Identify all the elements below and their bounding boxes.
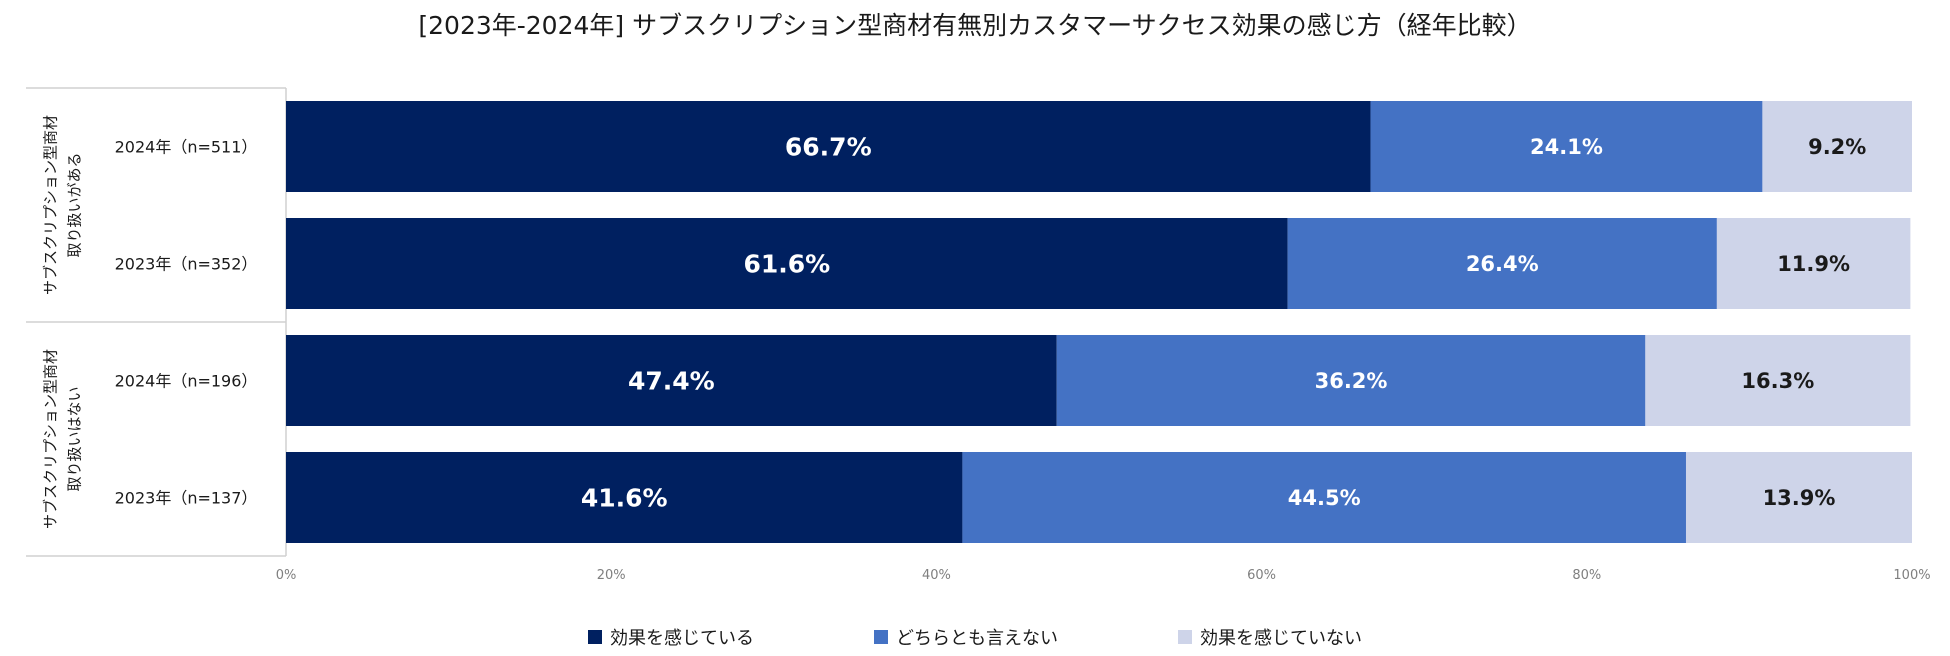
data-label: 13.9%	[1763, 486, 1836, 510]
data-label: 16.3%	[1741, 369, 1814, 393]
group-label: サブスクリプション型商材 取り扱いはない	[42, 349, 84, 529]
bar-segment	[1370, 101, 1763, 192]
data-label: 9.2%	[1808, 135, 1866, 159]
data-label: 41.6%	[581, 484, 668, 513]
legend-swatch	[1178, 630, 1192, 644]
group-label: サブスクリプション型商材 取り扱いがある	[42, 115, 84, 295]
legend-item: 効果を感じていない	[1178, 624, 1362, 650]
legend: 効果を感じている どちらとも言えない 効果を感じていない	[0, 624, 1950, 650]
bar-segment	[286, 335, 1057, 426]
data-label: 61.6%	[743, 250, 830, 279]
category-label: 2024年（n=511）	[115, 138, 258, 157]
data-label: 44.5%	[1288, 486, 1361, 510]
x-tick-label: 40%	[922, 568, 951, 583]
legend-item: 効果を感じている	[588, 624, 754, 650]
x-tick-label: 20%	[597, 568, 626, 583]
data-label: 66.7%	[785, 133, 872, 162]
legend-label: 効果を感じている	[610, 628, 754, 649]
bar-segment	[1685, 452, 1912, 543]
bar-segment	[1716, 218, 1911, 309]
bar-segment	[286, 101, 1371, 192]
x-tick-label: 0%	[276, 568, 297, 583]
bar-segment	[1645, 335, 1911, 426]
category-label: 2023年（n=352）	[115, 255, 258, 274]
data-label: 26.4%	[1466, 252, 1539, 276]
x-tick-label: 80%	[1572, 568, 1601, 583]
bar-segment	[962, 452, 1686, 543]
bar-segment	[1056, 335, 1646, 426]
legend-swatch	[588, 630, 602, 644]
x-tick-label: 60%	[1247, 568, 1276, 583]
legend-label: どちらとも言えない	[896, 628, 1058, 649]
bar-segment	[286, 218, 1288, 309]
category-label: 2023年（n=137）	[115, 489, 258, 508]
data-label: 11.9%	[1777, 252, 1850, 276]
data-label: 36.2%	[1315, 369, 1388, 393]
x-tick-label: 100%	[1893, 568, 1930, 583]
data-label: 24.1%	[1530, 135, 1603, 159]
bar-segment	[1762, 101, 1912, 192]
bar-segment	[286, 452, 963, 543]
legend-swatch	[874, 630, 888, 644]
category-label: 2024年（n=196）	[115, 372, 258, 391]
data-label: 47.4%	[628, 367, 715, 396]
legend-item: どちらとも言えない	[874, 624, 1058, 650]
legend-label: 効果を感じていない	[1200, 628, 1362, 649]
bar-segment	[1287, 218, 1717, 309]
chart-title: [2023年-2024年] サブスクリプション型商材有無別カスタマーサクセス効果…	[418, 11, 1532, 40]
